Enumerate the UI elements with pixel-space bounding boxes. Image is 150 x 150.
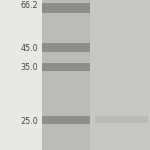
Bar <box>95 116 148 123</box>
Text: 35.0: 35.0 <box>20 63 38 72</box>
Bar <box>42 0 90 150</box>
Bar <box>42 63 90 71</box>
Bar <box>42 0 150 150</box>
Text: 25.0: 25.0 <box>20 117 38 126</box>
Bar <box>42 43 90 52</box>
Bar <box>42 116 90 124</box>
Bar <box>42 3 90 13</box>
Text: 66.2: 66.2 <box>20 2 38 10</box>
Text: 45.0: 45.0 <box>20 44 38 52</box>
